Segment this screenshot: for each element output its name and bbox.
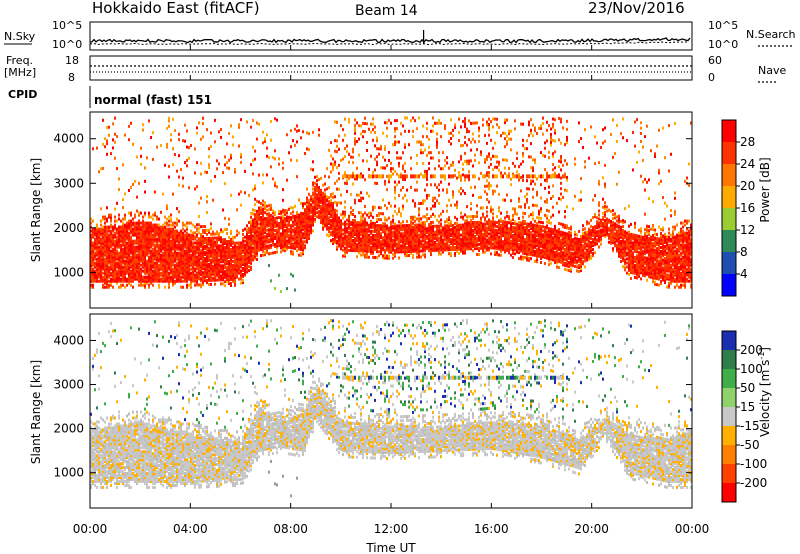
freq-panel: Freq. [MHz] 18 8 60 0 Nave [4, 54, 786, 84]
y-tick-label: 1000 [53, 466, 84, 480]
nsky-tick-top: 10^5 [52, 19, 82, 32]
freq-unit-label: [MHz] [4, 66, 36, 79]
colorbar-tick-label: 8 [740, 245, 748, 259]
colorbar-tick-label: 20 [740, 179, 755, 193]
velocity-colorbar-label: Velocity [m s-1] [757, 347, 772, 437]
colorbar-tick-label: -15 [740, 419, 760, 433]
colorbar-tick-label: 16 [740, 201, 755, 215]
y-tick-label: 2000 [53, 221, 84, 235]
nsky-trace [89, 30, 691, 46]
colorbar-swatch [722, 445, 736, 465]
nsky-tick-bottom: 10^0 [52, 38, 82, 51]
colorbar-swatch [722, 483, 736, 503]
cpid-label: CPID [8, 88, 37, 101]
freq-tick-bottom: 8 [68, 71, 75, 84]
nsearch-label: N.Search [746, 28, 796, 41]
velocity-y-axis: 1000 2000 3000 4000 [53, 333, 692, 480]
colorbar-tick-label: 4 [740, 267, 748, 281]
colorbar-tick-label: -100 [740, 457, 767, 471]
y-tick-label: 4000 [53, 132, 84, 146]
colorbar-tick-label: 100 [740, 362, 763, 376]
nsearch-tick-bottom: 10^0 [708, 38, 738, 51]
colorbar-tick-label: 15 [740, 400, 755, 414]
nsearch-tick-top: 10^5 [708, 19, 738, 32]
x-tick-label: 04:00 [173, 522, 208, 536]
colorbar-swatch [722, 426, 736, 446]
colorbar-swatch [722, 388, 736, 408]
colorbar-swatch [722, 274, 736, 297]
plot-title: Hokkaido East (fitACF) [92, 0, 260, 17]
colorbar-swatch [722, 331, 736, 351]
nave-tick-top: 60 [708, 54, 722, 67]
velocity-colorbar: 200 100 50 15 -15 -50 -100 -200 [721, 330, 767, 503]
beam-label: Beam 14 [355, 3, 418, 19]
colorbar-swatch [722, 142, 736, 165]
colorbar-swatch [722, 120, 736, 143]
freq-label: Freq. [6, 54, 33, 67]
y-tick-label: 4000 [53, 333, 84, 347]
x-tick-label: 12:00 [374, 522, 409, 536]
colorbar-tick-label: 12 [740, 223, 755, 237]
colorbar-tick-label: 200 [740, 343, 763, 357]
velocity-heatmap [90, 318, 692, 498]
colorbar-tick-label: 50 [740, 381, 755, 395]
x-tick-label: 00:00 [675, 522, 710, 536]
power-y-label: Slant Range [km] [29, 158, 43, 262]
colorbar-tick-label: 28 [740, 135, 755, 149]
power-heatmap [90, 116, 692, 294]
date-label: 23/Nov/2016 [588, 0, 685, 17]
colorbar-swatch [722, 369, 736, 389]
y-tick-label: 2000 [53, 422, 84, 436]
colorbar-swatch [722, 464, 736, 484]
power-colorbar-label: Power [dB] [758, 157, 772, 222]
nave-tick-bottom: 0 [708, 71, 715, 84]
power-panel: 1000 2000 3000 4000 Slant Range [km] 28 24 20… [29, 111, 772, 309]
colorbar-tick-label: -50 [740, 438, 760, 452]
x-tick-label: 20:00 [574, 522, 609, 536]
y-tick-label: 3000 [53, 176, 84, 190]
y-tick-label: 3000 [53, 378, 84, 392]
nsky-line [89, 37, 691, 44]
nsearch-line [89, 41, 689, 46]
velocity-y-label: Slant Range [km] [29, 360, 43, 464]
x-tick-label: 16:00 [474, 522, 509, 536]
y-tick-label: 1000 [53, 265, 84, 279]
nave-label: Nave [758, 64, 786, 77]
cpid-text: normal (fast) 151 [94, 93, 212, 107]
colorbar-swatch [722, 230, 736, 253]
colorbar-tick-label: -200 [740, 476, 767, 490]
x-tick-label: 08:00 [273, 522, 308, 536]
colorbar-swatch [722, 208, 736, 231]
x-tick-label: 00:00 [73, 522, 108, 536]
velocity-panel: 1000 2000 3000 4000 Slant Range [km] 200 100… [29, 313, 772, 509]
power-y-axis: 1000 2000 3000 4000 [53, 132, 692, 279]
colorbar-swatch [722, 164, 736, 187]
colorbar-swatch [722, 252, 736, 275]
nsky-label: N.Sky [4, 30, 36, 43]
nsky-panel: N.Sky 10^5 10^0 10^5 10^0 N.Search [4, 19, 796, 51]
freq-tick-top: 18 [65, 54, 79, 67]
time-axis: 00:00 04:00 08:00 12:00 16:00 20:00 00:00 [73, 45, 710, 536]
power-colorbar: 28 24 20 16 12 8 4 [721, 119, 755, 297]
colorbar-tick-label: 24 [740, 157, 755, 171]
colorbar-swatch [722, 186, 736, 209]
x-axis-label: Time UT [365, 541, 416, 554]
colorbar-swatch [722, 350, 736, 370]
colorbar-swatch [722, 407, 736, 427]
